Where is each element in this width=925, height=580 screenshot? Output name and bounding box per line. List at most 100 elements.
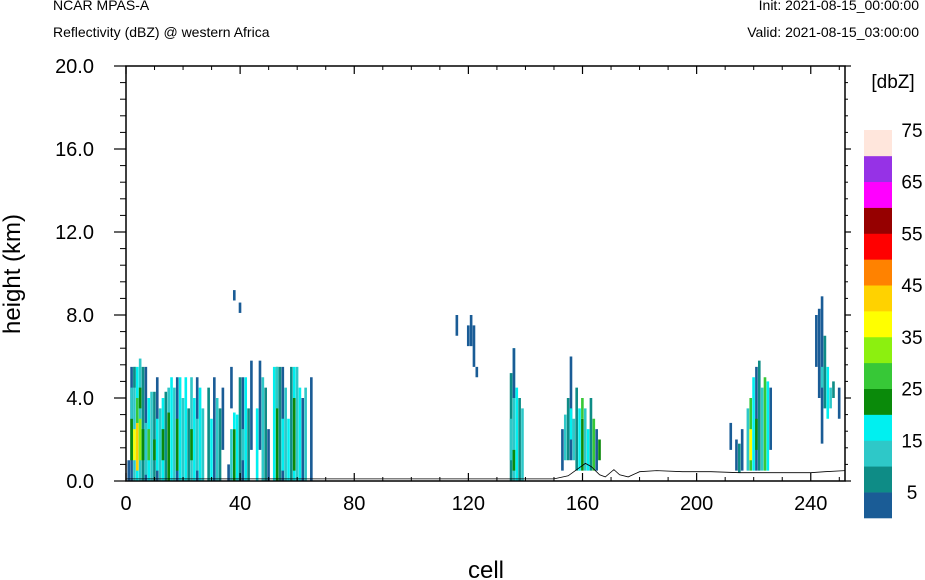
echo-cell (512, 348, 516, 398)
echo-cell (184, 377, 188, 481)
colorbar-label: 25 (901, 380, 922, 401)
echo-cell (475, 366, 479, 378)
echo-cell (766, 381, 770, 471)
echo-cell (729, 422, 733, 450)
echo-cell (130, 418, 133, 461)
echo-cell (238, 302, 242, 313)
echo-cell (512, 449, 516, 471)
echo-cell (153, 439, 156, 461)
echo-cell (235, 414, 239, 481)
echo-cell (298, 387, 302, 482)
colorbar-swatch (864, 388, 892, 415)
colorbar-swatch (864, 259, 892, 286)
echo-cell (581, 418, 584, 471)
echo-cell (566, 398, 570, 461)
echo-cell (763, 377, 767, 471)
echo-cell (153, 391, 156, 481)
echo-cell (820, 366, 824, 388)
echo-cell (238, 377, 242, 481)
colorbar-swatch (864, 155, 892, 183)
colorbar-swatch (864, 130, 892, 157)
x-tick-label: 0 (120, 493, 131, 515)
colorbar-label: 5 (907, 483, 918, 504)
echo-cell (310, 377, 313, 481)
echo-cell (232, 290, 236, 301)
echo-cell (138, 418, 142, 461)
colorbar-label: 35 (901, 328, 922, 349)
echo-cell (232, 412, 236, 430)
echo-cell (583, 408, 587, 471)
x-tick-label: 80 (343, 493, 365, 515)
x-tick-label: 40 (229, 493, 251, 515)
echo-cell (290, 366, 293, 482)
x-axis-title: cell (468, 557, 504, 580)
echo-cell (292, 398, 296, 471)
echo-cell (170, 377, 173, 481)
y-tick-label: 4.0 (66, 388, 94, 410)
echo-cell (563, 414, 567, 461)
y-tick-label: 0.0 (66, 471, 94, 493)
echo-cell (144, 422, 148, 475)
echo-cell (141, 366, 145, 482)
echo-cell (769, 387, 773, 450)
echo-cell (755, 418, 758, 450)
x-tick-label: 240 (794, 493, 827, 515)
colorbar-swatch (864, 466, 892, 493)
echo-cell (595, 429, 598, 471)
echo-cell (133, 366, 136, 388)
y-tick-label: 20.0 (55, 56, 94, 78)
colorbar-swatch (864, 311, 892, 338)
colorbar-label: 65 (901, 173, 922, 194)
echo-cell (201, 408, 205, 482)
colorbar-swatch (864, 181, 892, 208)
colorbar-label: 75 (901, 121, 922, 142)
echo-cell (592, 418, 596, 471)
colorbar-swatch (864, 285, 892, 312)
echo-cell (738, 443, 741, 473)
echo-cell (509, 418, 513, 461)
echo-cell (161, 429, 165, 461)
echo-cell (167, 387, 170, 413)
y-tick-label: 8.0 (66, 305, 94, 327)
echo-cell (829, 387, 832, 409)
colorbar-swatch (864, 207, 892, 234)
echo-cell (164, 391, 168, 481)
echo-cell (147, 429, 151, 461)
echo-cell (586, 429, 590, 471)
echo-cell (578, 408, 581, 471)
echo-cell (190, 377, 193, 481)
echo-cell (250, 360, 253, 450)
echo-cell (575, 387, 578, 471)
plot-frame (125, 65, 846, 482)
echo-cell (244, 377, 248, 481)
echo-cell (133, 429, 136, 461)
echo-cell (227, 464, 230, 481)
echo-cell (241, 429, 245, 461)
echo-cell (823, 335, 827, 409)
echo-cell (817, 308, 821, 398)
echo-cell (218, 408, 222, 482)
echo-cell (304, 387, 307, 482)
colorbar-swatch (864, 414, 892, 441)
echo-cell (133, 366, 136, 482)
y-tick-label: 16.0 (55, 139, 94, 161)
echo-cell (173, 387, 176, 482)
echo-cell (213, 377, 216, 481)
x-tick-label: 160 (566, 493, 599, 515)
echo-cell (135, 398, 139, 423)
echo-cell (469, 315, 473, 347)
echo-cell (752, 377, 755, 471)
colorbar: 5 15 25 35 45 55 65 75 (864, 121, 923, 519)
echo-cell (158, 408, 162, 482)
echo-cell (272, 366, 276, 482)
echo-cell (258, 360, 262, 450)
echo-cell (181, 398, 185, 481)
echo-cell (130, 387, 133, 419)
echo-cell (278, 366, 282, 482)
echo-cell (264, 387, 267, 482)
echo-cell (512, 348, 516, 481)
colorbar-swatch (864, 336, 892, 364)
echo-cell (261, 377, 265, 481)
echo-cell (472, 325, 476, 367)
colorbar-swatch (864, 440, 892, 467)
